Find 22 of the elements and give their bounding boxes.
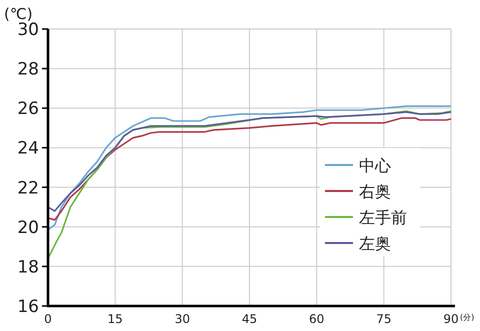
y-tick-label: 30 <box>17 20 39 40</box>
y-tick-label: 26 <box>17 99 39 120</box>
legend-label: 左手前 <box>359 208 407 227</box>
x-tick-label: 0 <box>44 312 52 326</box>
line-series <box>47 105 452 231</box>
y-tick-label: 20 <box>17 218 39 238</box>
x-tick-label: 45 <box>242 312 258 326</box>
x-tick-label: 15 <box>108 312 123 326</box>
x-tick-label: 60 <box>309 312 324 326</box>
y-tick-label: 18 <box>17 257 39 278</box>
legend-label: 中心 <box>359 156 391 175</box>
y-axis-title: (℃) <box>4 5 33 23</box>
x-tick-label: 30 <box>174 312 190 326</box>
x-tick-label: 90 <box>443 312 459 326</box>
y-tick-label: 22 <box>17 178 39 198</box>
x-tick-label: 75 <box>376 312 392 326</box>
legend-label: 左奥 <box>359 234 391 253</box>
y-tick-label: 16 <box>17 297 39 317</box>
y-tick-label: 28 <box>17 60 39 80</box>
legend-label: 右奥 <box>359 182 391 201</box>
x-axis-title: (分) <box>460 313 474 322</box>
y-tick-label: 24 <box>17 138 39 159</box>
